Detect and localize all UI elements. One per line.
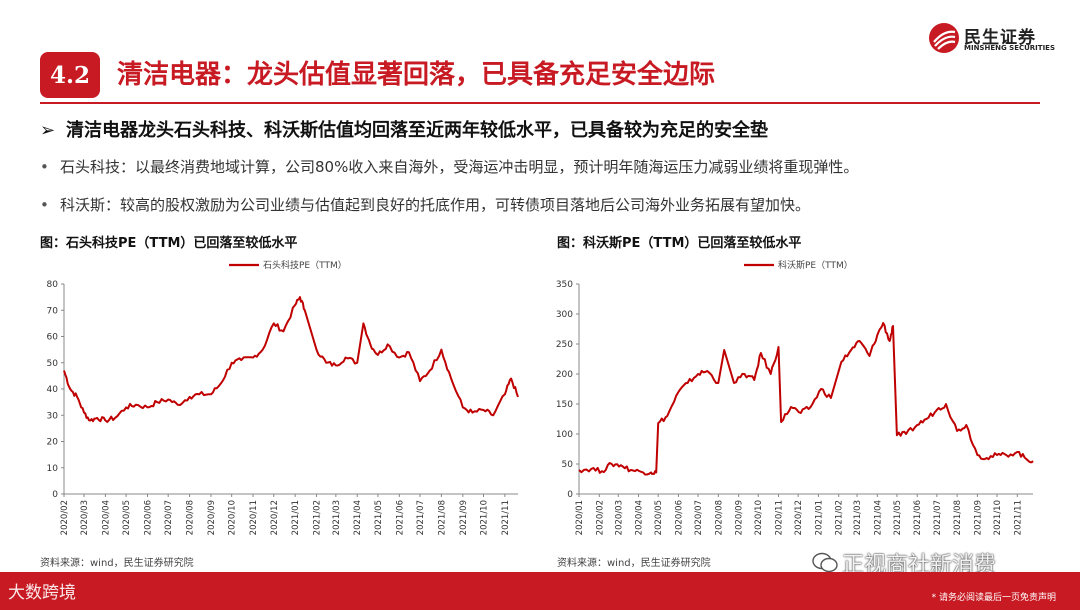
x-tick-label: 2021/07: [933, 500, 943, 535]
legend-label: 石头科技PE（TTM）: [263, 259, 347, 271]
x-tick-label: 2020/06: [674, 500, 684, 535]
x-tick-label: 2020/02: [595, 500, 605, 535]
x-tick-label: 2021/10: [993, 500, 1003, 535]
x-tick-label: 2021/04: [353, 500, 363, 535]
x-tick-label: 2021/09: [973, 500, 983, 535]
y-tick-label: 10: [47, 464, 59, 474]
figure-source-right: 资料来源：wind，民生证券研究院: [557, 558, 711, 569]
bullet-dot-icon: •: [40, 158, 49, 176]
x-tick-label: 2020/04: [101, 500, 111, 535]
legend-label: 科沃斯PE（TTM）: [778, 259, 853, 271]
figure-caption-left: 图：石头科技PE（TTM）已回落至较低水平: [40, 236, 298, 251]
x-tick-label: 2020/03: [80, 500, 90, 535]
key-point-text: 清洁电器龙头石头科技、科沃斯估值均回落至近两年较低水平，已具备较为充足的安全垫: [66, 120, 768, 141]
y-tick-label: 70: [47, 306, 59, 316]
pe-chart-roborock: 石头科技PE（TTM） 0 10 20 30 40 50 60 70 80 2020/02 2020/…: [47, 259, 519, 535]
x-tick-label: 2020/03: [614, 500, 624, 535]
x-tick-label: 2020/09: [735, 500, 745, 535]
x-tick-label: 2021/07: [416, 500, 426, 535]
bullet-text: 科沃斯：较高的股权激励为公司业绩与估值起到良好的托底作用，可转债项目落地后公司海…: [60, 196, 811, 214]
footer-watermark-logo: 大数跨境: [8, 583, 76, 603]
x-tick-label: 2021/10: [480, 500, 490, 535]
brand-name-cn: 民生证券: [964, 28, 1036, 48]
x-tick-label: 2020/06: [143, 500, 153, 535]
bullet-item: • 科沃斯：较高的股权激励为公司业绩与估值起到良好的托底作用，可转债项目落地后公司…: [40, 194, 810, 215]
x-tick-label: 2020/08: [714, 500, 724, 535]
x-tick-label: 2020/10: [754, 500, 764, 535]
x-tick-label: 2020/07: [164, 500, 174, 535]
y-tick-label: 40: [47, 385, 59, 395]
x-tick-label: 2020/11: [249, 500, 259, 535]
y-tick-label: 30: [47, 411, 59, 421]
x-tick-label: 2021/01: [291, 500, 301, 535]
pe-chart-ecovacs: 科沃斯PE（TTM） 0 50 100 150 200 250 300 350 2020/01 20…: [556, 259, 1034, 535]
y-tick-label: 350: [556, 280, 573, 290]
x-tick-label: 2021/11: [1013, 500, 1023, 535]
x-tick-label: 2021/09: [459, 500, 469, 535]
x-tick-label: 2021/08: [437, 500, 447, 535]
disclaimer-note: * 请务必阅读最后一页免责声明: [931, 593, 1056, 603]
section-number-badge: 4.2: [40, 52, 100, 98]
x-tick-label: 2020/07: [694, 500, 704, 535]
x-tick-label: 2020/10: [228, 500, 238, 535]
footer-bar: [0, 572, 1080, 610]
series-line: [578, 322, 1034, 476]
x-tick-label: 2020/02: [60, 500, 70, 535]
wechat-icon: [812, 552, 838, 573]
x-tick-label: 2021/02: [313, 500, 323, 535]
y-tick-label: 0: [567, 490, 573, 500]
x-tick-label: 2021/11: [501, 500, 511, 535]
y-tick-label: 150: [556, 400, 573, 410]
x-tick-label: 2020/05: [122, 500, 132, 535]
x-tick-label: 2020/09: [207, 500, 217, 535]
section-title: 清洁电器：龙头估值显著回落，已具备充足安全边际: [117, 60, 716, 90]
y-tick-label: 20: [47, 438, 59, 448]
bullet-text: 石头科技：以最终消费地域计算，公司80%收入来自海外，受海运冲击明显，预计明年随…: [60, 158, 859, 176]
chart-legend: 科沃斯PE（TTM）: [744, 259, 853, 271]
brand-name-en: MINSHENG SECURITIES: [964, 44, 1055, 52]
arrow-bullet-icon: ➢: [40, 120, 56, 141]
y-tick-label: 50: [562, 460, 574, 470]
x-tick-label: 2020/04: [635, 500, 645, 535]
x-tick-label: 2021/01: [814, 500, 824, 535]
key-point: ➢ 清洁电器龙头石头科技、科沃斯估值均回落至近两年较低水平，已具备较为充足的安全垫: [40, 116, 768, 142]
y-tick-label: 250: [556, 340, 573, 350]
x-tick-label: 2021/03: [853, 500, 863, 535]
x-tick-label: 2020/08: [186, 500, 196, 535]
x-tick-label: 2021/05: [893, 500, 903, 535]
y-tick-label: 80: [47, 280, 59, 290]
bullet-dot-icon: •: [40, 196, 49, 214]
x-tick-label: 2020/12: [794, 500, 804, 535]
chart-legend: 石头科技PE（TTM）: [229, 259, 347, 271]
y-tick-label: 100: [556, 430, 573, 440]
series-line: [63, 296, 519, 423]
y-tick-label: 300: [556, 310, 573, 320]
figure-source-left: 资料来源：wind，民生证券研究院: [40, 558, 194, 569]
y-tick-label: 200: [556, 370, 573, 380]
x-tick-label: 2020/12: [270, 500, 280, 535]
x-tick-label: 2021/04: [873, 500, 883, 535]
y-tick-label: 0: [52, 490, 58, 500]
x-tick-label: 2021/08: [953, 500, 963, 535]
x-tick-label: 2021/02: [835, 500, 845, 535]
minsheng-logo-icon: [929, 23, 959, 53]
x-tick-label: 2021/06: [913, 500, 923, 535]
x-tick-label: 2021/06: [395, 500, 405, 535]
x-tick-label: 2021/05: [374, 500, 384, 535]
y-tick-label: 60: [47, 333, 59, 343]
x-tick-label: 2020/01: [575, 500, 585, 535]
x-tick-label: 2020/05: [654, 500, 664, 535]
x-tick-label: 2020/11: [775, 500, 785, 535]
figure-caption-right: 图：科沃斯PE（TTM）已回落至较低水平: [557, 236, 802, 251]
y-tick-label: 50: [47, 359, 59, 369]
section-divider: [40, 102, 1040, 104]
brand-logo: 民生证券 MINSHENG SECURITIES: [928, 22, 1055, 58]
x-tick-label: 2021/03: [332, 500, 342, 535]
bullet-item: • 石头科技：以最终消费地域计算，公司80%收入来自海外，受海运冲击明显，预计明年…: [40, 156, 858, 177]
